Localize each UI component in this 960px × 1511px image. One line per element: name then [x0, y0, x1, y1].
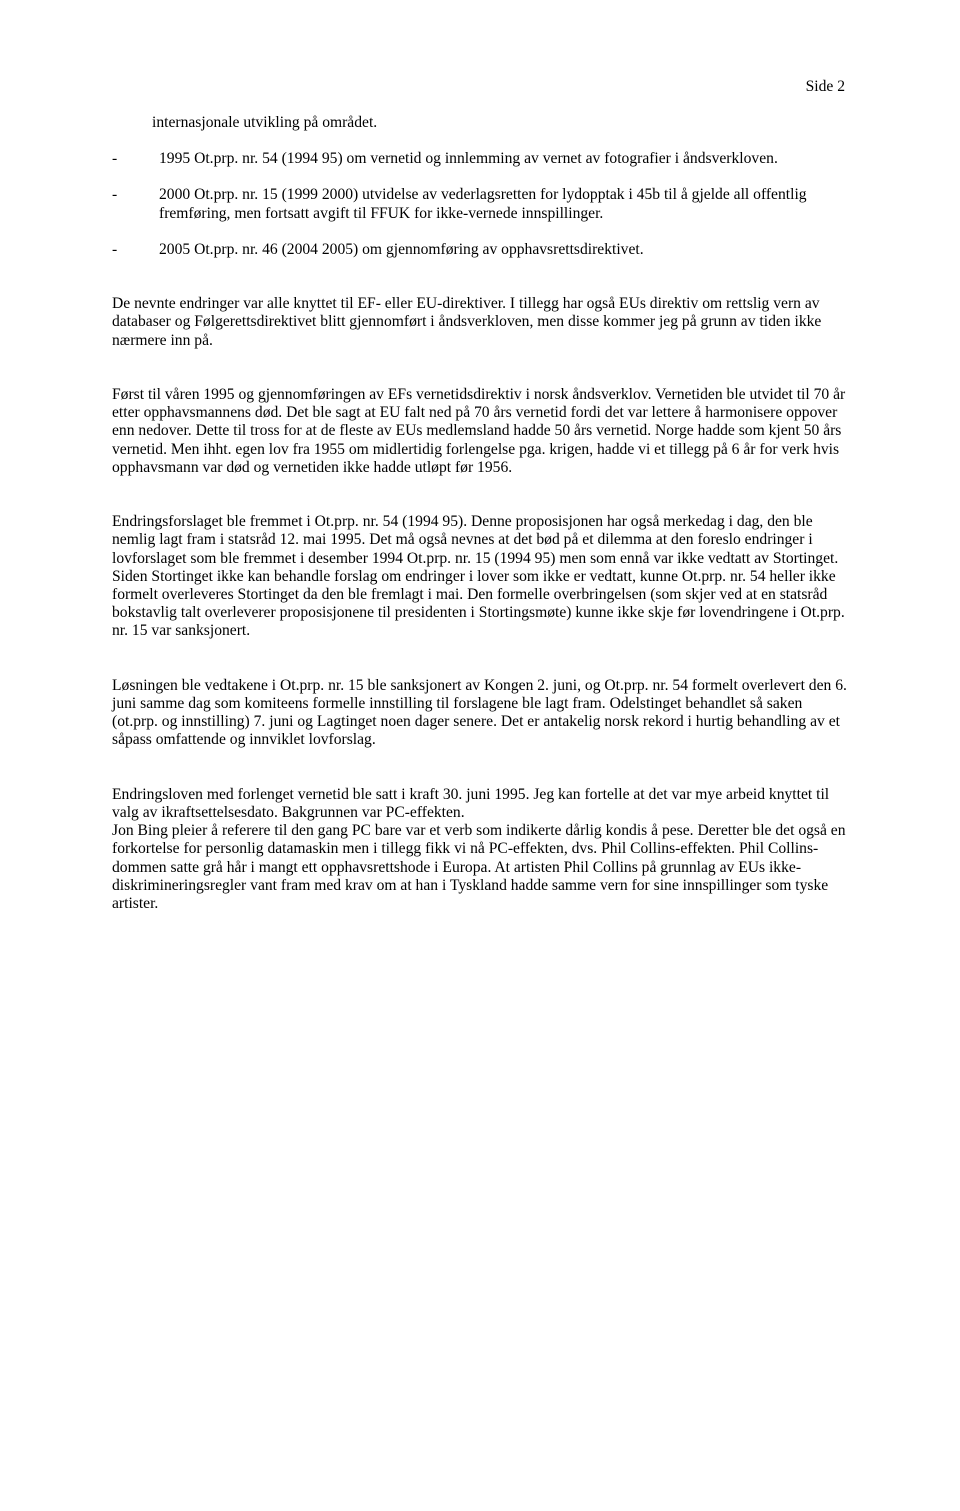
intro-line: internasjonale utvikling på området. [112, 114, 848, 132]
dash-icon: - [112, 186, 117, 204]
list-item: - 2000 Ot.prp. nr. 15 (1999 2000) utvide… [112, 186, 848, 222]
paragraph: Endringsforslaget ble fremmet i Ot.prp. … [112, 513, 848, 641]
bullet-list: - 1995 Ot.prp. nr. 54 (1994 95) om verne… [112, 150, 848, 259]
paragraph: Jon Bing pleier å referere til den gang … [112, 822, 848, 913]
dash-icon: - [112, 150, 117, 168]
paragraph: Løsningen ble vedtakene i Ot.prp. nr. 15… [112, 677, 848, 750]
list-item: - 2005 Ot.prp. nr. 46 (2004 2005) om gje… [112, 241, 848, 259]
document-page: Side 2 internasjonale utvikling på områd… [0, 0, 960, 953]
list-item-text: 2005 Ot.prp. nr. 46 (2004 2005) om gjenn… [159, 241, 644, 258]
paragraph: Endringsloven med forlenget vernetid ble… [112, 786, 848, 822]
paragraph: De nevnte endringer var alle knyttet til… [112, 295, 848, 350]
dash-icon: - [112, 241, 117, 259]
list-item: - 1995 Ot.prp. nr. 54 (1994 95) om verne… [112, 150, 848, 168]
list-item-text: 2000 Ot.prp. nr. 15 (1999 2000) utvidels… [159, 186, 807, 221]
list-item-text: 1995 Ot.prp. nr. 54 (1994 95) om verneti… [159, 150, 778, 167]
paragraph: Først til våren 1995 og gjennomføringen … [112, 386, 848, 477]
page-number-label: Side 2 [806, 78, 845, 96]
